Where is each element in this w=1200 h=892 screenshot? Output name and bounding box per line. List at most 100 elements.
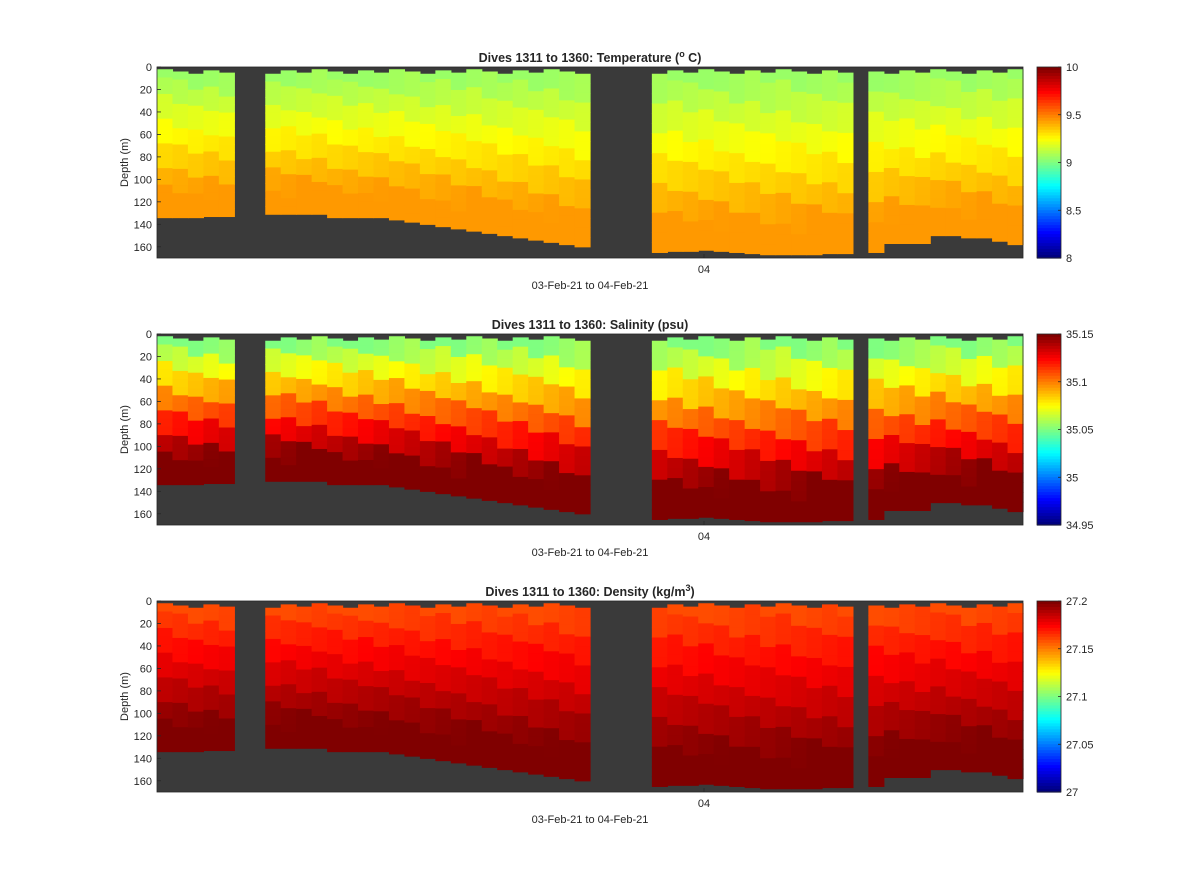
data-cell [559, 730, 576, 741]
data-cell [682, 646, 699, 657]
data-cell [651, 172, 668, 184]
data-cell [157, 385, 174, 395]
data-cell [682, 705, 699, 717]
data-cell [512, 70, 529, 81]
data-cell [280, 142, 297, 151]
data-cell [821, 121, 839, 133]
data-cell [435, 157, 452, 167]
data-cell [744, 634, 761, 646]
data-cell [559, 71, 576, 82]
data-cell [976, 355, 993, 366]
data-cell [821, 222, 839, 234]
data-cell [404, 655, 421, 665]
data-cell [760, 707, 777, 719]
data-cell [945, 180, 962, 191]
data-cell [497, 358, 514, 369]
data-cell [172, 152, 189, 162]
data-cell [806, 390, 823, 402]
data-cell [157, 192, 174, 202]
colorbar-swatch [1037, 432, 1061, 437]
data-cell [203, 353, 220, 363]
data-cell [296, 449, 313, 459]
data-cell [528, 81, 545, 92]
data-cell [682, 656, 699, 667]
data-cell [358, 94, 375, 104]
data-cell [404, 722, 421, 732]
data-cell [713, 665, 730, 677]
data-cell [157, 151, 174, 161]
data-cell [667, 488, 684, 499]
data-cell [419, 724, 436, 734]
data-cell [311, 344, 328, 353]
x-tick-label: 04 [698, 264, 710, 276]
data-cell [373, 703, 390, 712]
data-cell [187, 476, 204, 486]
data-cell [559, 605, 576, 616]
data-cell [698, 189, 715, 201]
data-cell [837, 606, 854, 618]
data-cell [419, 683, 436, 692]
data-cell [450, 728, 467, 738]
data-cell [713, 685, 730, 696]
data-cell [388, 194, 406, 204]
data-cell [744, 428, 761, 440]
data-cell [713, 131, 730, 143]
data-cell [373, 428, 390, 437]
data-cell [450, 409, 467, 419]
data-cell [388, 645, 406, 655]
data-cell [559, 167, 576, 178]
data-cell [961, 450, 978, 460]
data-cell [961, 607, 978, 618]
data-cell [358, 694, 375, 704]
data-cell [682, 359, 699, 370]
data-cell [775, 449, 792, 461]
data-cell [682, 775, 699, 786]
data-cell [837, 616, 854, 628]
data-cell [342, 89, 359, 99]
data-cell [883, 739, 900, 750]
colorbar-swatch [1037, 708, 1061, 713]
data-cell [899, 642, 916, 654]
data-cell [883, 500, 900, 511]
data-cell [265, 654, 282, 663]
data-cell [172, 654, 189, 663]
data-cell [914, 500, 931, 511]
data-cell [388, 361, 406, 371]
data-cell [945, 338, 962, 349]
data-cell [1007, 632, 1024, 643]
data-cell [203, 208, 220, 218]
data-cell [744, 243, 761, 255]
data-cell [172, 87, 189, 97]
data-cell [806, 617, 823, 629]
data-cell [976, 346, 993, 357]
data-cell [574, 646, 591, 657]
data-cell [203, 653, 220, 662]
data-cell [574, 417, 591, 428]
data-cell [419, 607, 436, 617]
data-cell [930, 152, 947, 163]
data-cell [883, 177, 900, 188]
colorbar-tick-label: 35.05 [1066, 425, 1094, 437]
data-cell [698, 89, 715, 100]
data-cell [729, 143, 746, 154]
data-cell [837, 470, 854, 481]
data-cell [806, 244, 823, 256]
data-cell [791, 142, 808, 154]
data-cell [450, 641, 467, 651]
data-cell [528, 358, 545, 369]
data-cell [218, 184, 235, 194]
data-cell [450, 211, 467, 221]
colorbar-swatch [1037, 459, 1061, 463]
data-cell [837, 646, 854, 658]
data-cell [265, 89, 282, 98]
data-cell [497, 82, 514, 93]
data-cell [899, 346, 916, 358]
data-cell [296, 174, 313, 184]
data-cell [559, 501, 576, 513]
data-cell [358, 103, 375, 112]
data-cell [358, 337, 375, 347]
data-cell [373, 476, 390, 486]
colorbar-swatch [1037, 426, 1061, 431]
data-cell [435, 656, 452, 666]
colorbar-swatch [1037, 186, 1061, 190]
